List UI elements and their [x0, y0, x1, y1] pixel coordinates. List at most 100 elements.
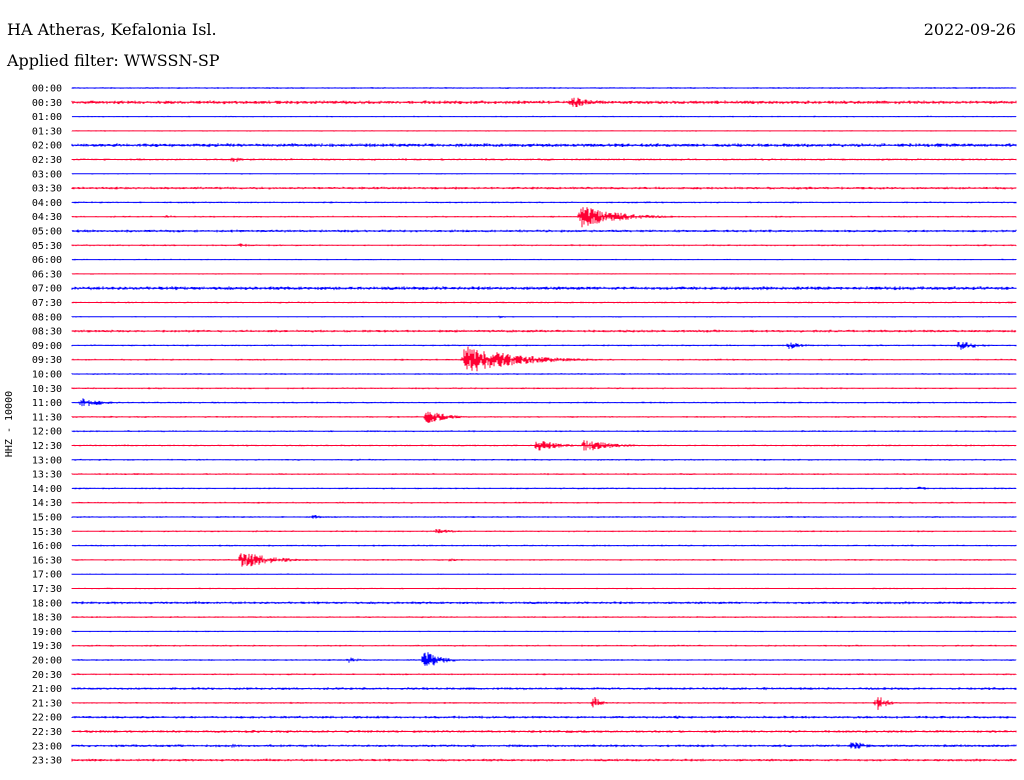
- row-time-label: 06:00: [32, 255, 62, 266]
- trace-line: [71, 515, 1017, 519]
- trace-line: [71, 697, 1017, 710]
- trace-line: [71, 687, 1017, 691]
- row-time-label: 11:00: [32, 398, 62, 409]
- trace-line: [71, 229, 1017, 233]
- row-time-label: 01:00: [32, 112, 62, 123]
- row-time-label: 03:00: [32, 169, 62, 180]
- trace-line: [71, 173, 1017, 175]
- row-time-label: 05:30: [32, 241, 62, 252]
- row-time-label: 00:00: [32, 84, 62, 95]
- row-time-label: 13:30: [32, 470, 62, 481]
- trace-line: [71, 186, 1017, 190]
- row-time-label: 20:30: [32, 670, 62, 681]
- row-time-label: 16:00: [32, 541, 62, 552]
- row-time-label: 07:30: [32, 298, 62, 309]
- row-time-label: 18:00: [32, 598, 62, 609]
- trace-line: [71, 87, 1017, 89]
- trace-line: [71, 342, 1017, 350]
- trace-line: [71, 601, 1017, 605]
- trace-line: [71, 430, 1017, 433]
- trace-line: [71, 201, 1017, 204]
- trace-line: [71, 587, 1017, 590]
- trace-line: [71, 553, 1017, 567]
- trace-line: [71, 286, 1017, 291]
- row-time-label: 14:30: [32, 498, 62, 509]
- row-time-label: 15:00: [32, 513, 62, 524]
- trace-line: [71, 730, 1017, 733]
- trace-line: [71, 97, 1017, 107]
- trace-line: [71, 398, 1017, 407]
- row-time-label: 10:00: [32, 370, 62, 381]
- row-time-label: 09:30: [32, 355, 62, 366]
- trace-line: [71, 243, 1017, 247]
- trace-line: [71, 301, 1017, 304]
- trace-line: [71, 346, 1017, 372]
- row-time-label: 17:00: [32, 570, 62, 581]
- row-time-label: 15:30: [32, 527, 62, 538]
- row-time-label: 23:00: [32, 741, 62, 752]
- date-label: 2022-09-26: [923, 20, 1016, 39]
- trace-line: [71, 440, 1017, 451]
- row-time-label: 01:30: [32, 126, 62, 137]
- trace-line: [71, 329, 1017, 333]
- row-time-label: 09:00: [32, 341, 62, 352]
- row-time-label: 04:30: [32, 212, 62, 223]
- trace-line: [71, 473, 1017, 476]
- row-time-label: 12:00: [32, 427, 62, 438]
- trace-line: [71, 715, 1017, 719]
- trace-line: [71, 573, 1017, 575]
- row-time-label: 22:30: [32, 727, 62, 738]
- trace-line: [71, 673, 1017, 676]
- row-time-label: 08:00: [32, 312, 62, 323]
- trace-line: [71, 115, 1017, 118]
- trace-line: [71, 315, 1017, 319]
- row-time-label: 17:30: [32, 584, 62, 595]
- trace-line: [71, 544, 1017, 547]
- trace-line: [71, 387, 1017, 390]
- trace-line: [71, 644, 1017, 647]
- trace-line: [71, 758, 1017, 762]
- row-time-label: 21:30: [32, 698, 62, 709]
- trace-line: [71, 157, 1017, 162]
- trace-line: [71, 411, 1017, 423]
- trace-line: [71, 630, 1017, 633]
- trace-line: [71, 373, 1017, 375]
- row-time-label: 02:00: [32, 141, 62, 152]
- trace-line: [71, 258, 1017, 261]
- trace-line: [71, 486, 1017, 490]
- row-time-label: 18:30: [32, 613, 62, 624]
- trace-line: [71, 616, 1017, 619]
- station-title: HA Atheras, Kefalonia Isl.: [7, 20, 217, 39]
- row-time-label: 07:00: [32, 284, 62, 295]
- row-time-label: 23:30: [32, 756, 62, 767]
- trace-line: [71, 207, 1017, 228]
- row-time-label: 16:30: [32, 555, 62, 566]
- trace-line: [71, 652, 1017, 666]
- row-time-label: 22:00: [32, 713, 62, 724]
- row-time-label: 12:30: [32, 441, 62, 452]
- trace-line: [71, 273, 1017, 275]
- trace-line: [71, 458, 1017, 461]
- row-time-label: 10:30: [32, 384, 62, 395]
- row-time-label: 13:00: [32, 455, 62, 466]
- trace-line: [71, 143, 1017, 148]
- row-time-label: 05:00: [32, 227, 62, 238]
- row-time-label: 19:30: [32, 641, 62, 652]
- row-time-label: 03:30: [32, 184, 62, 195]
- row-time-label: 02:30: [32, 155, 62, 166]
- row-time-label: 21:00: [32, 684, 62, 695]
- trace-line: [71, 130, 1017, 132]
- row-time-label: 11:30: [32, 412, 62, 423]
- row-time-label: 08:30: [32, 327, 62, 338]
- filter-label: Applied filter: WWSSN-SP: [7, 51, 220, 70]
- row-time-label: 04:00: [32, 198, 62, 209]
- trace-line: [71, 529, 1017, 534]
- trace-line: [71, 742, 1017, 749]
- row-time-label: 19:00: [32, 627, 62, 638]
- row-time-label: 06:30: [32, 269, 62, 280]
- trace-line: [71, 501, 1017, 504]
- row-time-label: 14:00: [32, 484, 62, 495]
- row-time-label: 00:30: [32, 98, 62, 109]
- row-time-label: 20:00: [32, 656, 62, 667]
